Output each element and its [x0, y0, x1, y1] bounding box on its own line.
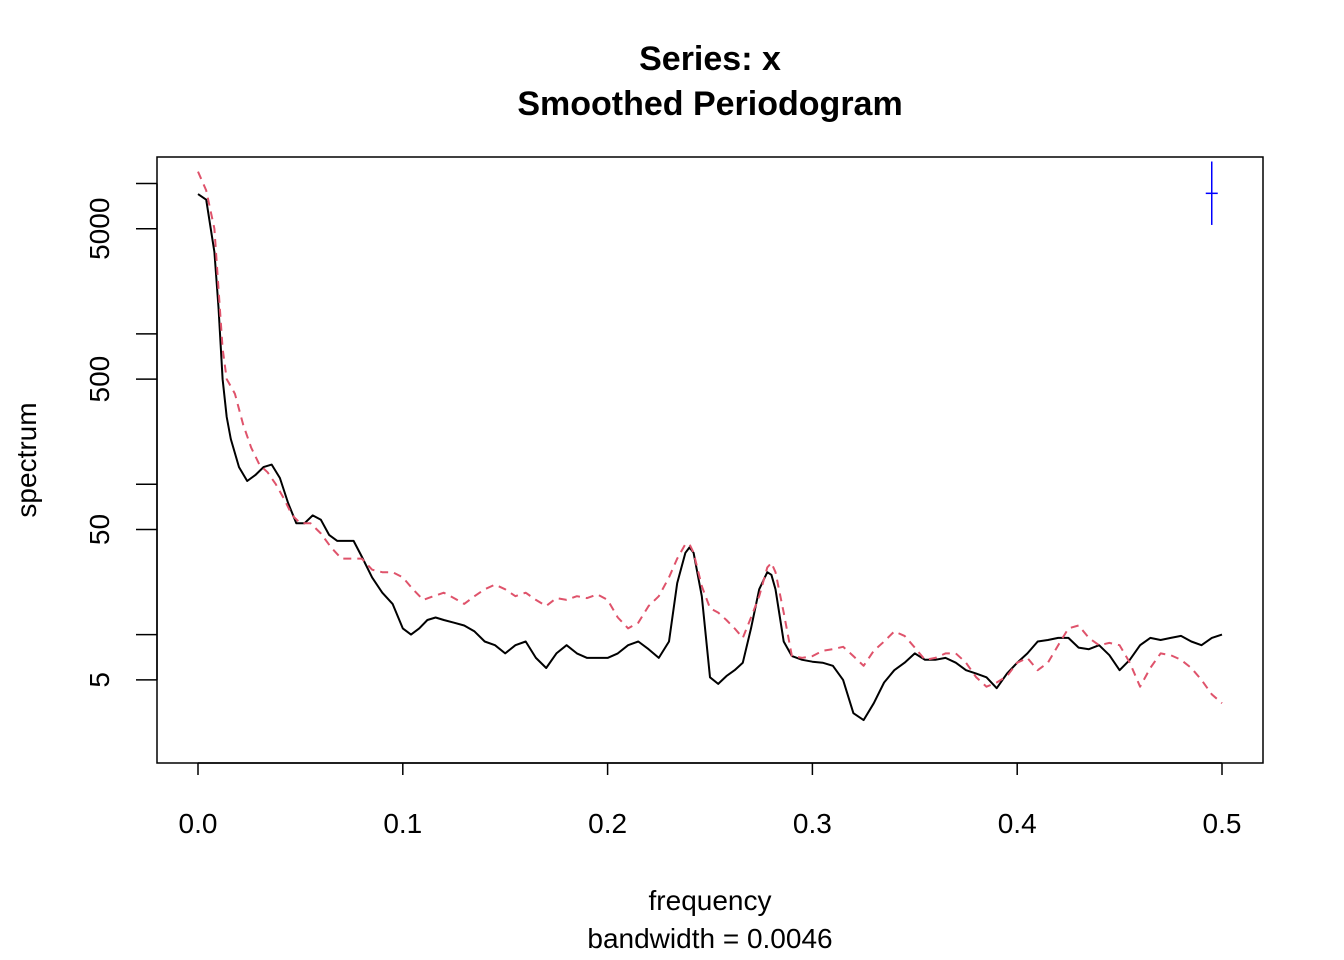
spectrum-line-dashed — [197, 171, 1223, 704]
spectrum-line-solid — [197, 193, 1223, 722]
x-axis-label: frequency — [649, 885, 772, 916]
chart-subtitle: Smoothed Periodogram — [517, 85, 902, 123]
x-tick-label: 0.2 — [588, 808, 627, 839]
y-tick-label: 500 — [84, 356, 115, 403]
chart-title: Series: x — [639, 40, 781, 78]
x-tick-label: 0.0 — [179, 808, 218, 839]
x-tick-label: 0.3 — [793, 808, 832, 839]
y-axis-label: spectrum — [11, 402, 42, 517]
y-tick-label: 50 — [84, 514, 115, 545]
y-tick-label: 5 — [84, 672, 115, 688]
bandwidth-label: bandwidth = 0.0046 — [587, 923, 832, 954]
x-tick-label: 0.4 — [998, 808, 1037, 839]
x-tick-label: 0.5 — [1203, 808, 1242, 839]
y-tick-label: 5000 — [84, 198, 115, 260]
x-tick-label: 0.1 — [383, 808, 422, 839]
